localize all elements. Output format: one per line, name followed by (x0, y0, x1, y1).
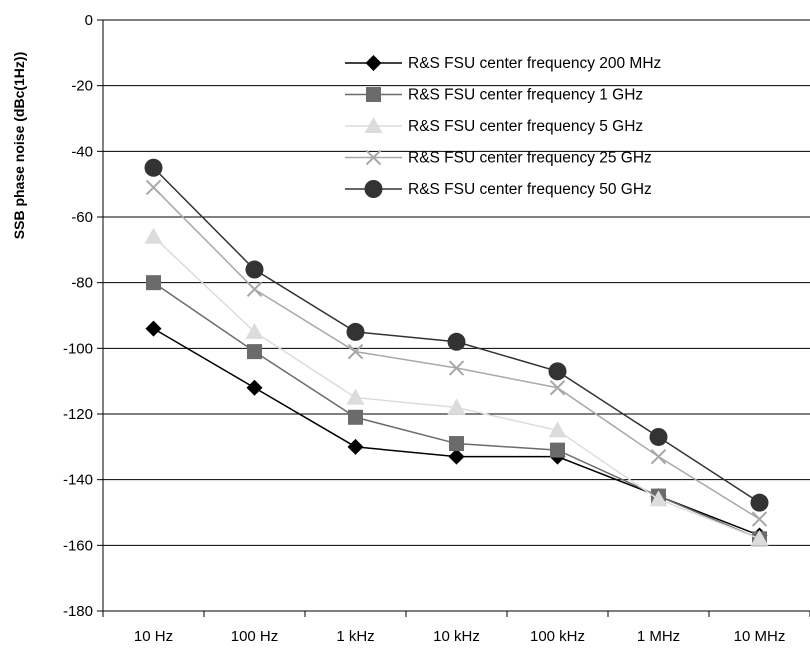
data-point (548, 421, 567, 438)
series-3 (145, 179, 768, 527)
series-line (152, 186, 760, 520)
data-point (145, 179, 162, 196)
legend-label: R&S FSU center frequency 200 MHz (408, 55, 661, 72)
legend-entry-2: R&S FSU center frequency 5 GHz (345, 117, 643, 135)
y-tick-label: -80 (71, 275, 93, 292)
legend-marker (365, 149, 382, 166)
data-point (650, 448, 667, 465)
y-tick-label: -60 (71, 209, 93, 226)
legend-marker (366, 87, 381, 102)
data-point (649, 490, 668, 507)
data-point (245, 322, 264, 339)
y-tick-label: -20 (71, 78, 93, 95)
x-tick-label: 10 MHz (734, 628, 786, 645)
data-point (549, 380, 566, 396)
y-tick-label: -180 (63, 603, 93, 620)
x-tick-label: 10 Hz (134, 628, 173, 645)
legend-label: R&S FSU center frequency 1 GHz (408, 87, 643, 104)
legend-entry-0: R&S FSU center frequency 200 MHz (345, 55, 661, 72)
data-point (449, 436, 464, 452)
data-point (347, 343, 364, 360)
data-point (145, 320, 162, 337)
axes (102, 20, 810, 617)
series-2 (144, 227, 769, 546)
data-point (448, 360, 465, 376)
series-line (153, 327, 760, 537)
y-tick-label: -100 (63, 340, 93, 357)
legend-entry-4: R&S FSU center frequency 50 GHz (345, 180, 652, 198)
data-point (247, 344, 262, 360)
data-point (448, 448, 465, 465)
x-tick-labels: 10 Hz 100 Hz 1 kHz 10 kHz 100 kHz 1 MHz 10 MHz (134, 628, 785, 645)
x-tick-label: 100 Hz (231, 628, 279, 645)
data-point (348, 409, 363, 425)
series-4 (144, 158, 769, 512)
data-point (649, 427, 668, 446)
x-tick-label: 1 MHz (637, 628, 680, 645)
legend-marker (364, 117, 383, 133)
series-0 (145, 320, 768, 544)
data-point (245, 260, 264, 279)
x-tick-label: 10 kHz (433, 628, 480, 645)
data-point (144, 158, 163, 177)
data-point (246, 379, 263, 396)
data-point (550, 442, 565, 458)
data-point (447, 398, 466, 415)
legend-label: R&S FSU center frequency 50 GHz (408, 181, 652, 198)
y-tick-labels: 0 -20 -40 -60 -80 -100 -120 -140 -160 -180 (63, 12, 93, 620)
data-point (246, 281, 263, 297)
data-point (347, 438, 364, 455)
legend: R&S FSU center frequency 200 MHz R&S FSU … (345, 55, 661, 198)
data-point (346, 322, 365, 341)
legend-marker (364, 180, 383, 198)
data-point (346, 388, 365, 405)
legend-entry-1: R&S FSU center frequency 1 GHz (345, 87, 643, 104)
y-tick-label: -140 (63, 472, 93, 489)
y-tick-label: -120 (63, 406, 93, 423)
series-line (152, 236, 760, 540)
series-1 (146, 275, 767, 547)
y-tick-label: -40 (71, 143, 93, 160)
data-point (146, 275, 161, 291)
y-tick-label: -160 (63, 537, 93, 554)
legend-label: R&S FSU center frequency 5 GHz (408, 118, 643, 135)
data-point (548, 362, 567, 381)
series-group (144, 158, 769, 547)
legend-label: R&S FSU center frequency 25 GHz (408, 150, 652, 167)
legend-entry-3: R&S FSU center frequency 25 GHz (345, 150, 652, 167)
y-tick-label: 0 (85, 12, 93, 29)
legend-marker (365, 55, 382, 71)
data-point (750, 493, 769, 512)
y-axis-title: SSB phase noise (dBc(1Hz)) (11, 52, 27, 239)
data-point (144, 227, 163, 244)
grid-lines (97, 19, 810, 612)
x-tick-label: 1 kHz (336, 628, 374, 645)
data-point (447, 332, 466, 351)
data-point (750, 529, 769, 546)
data-point (751, 511, 768, 527)
x-tick-label: 100 kHz (530, 628, 585, 645)
